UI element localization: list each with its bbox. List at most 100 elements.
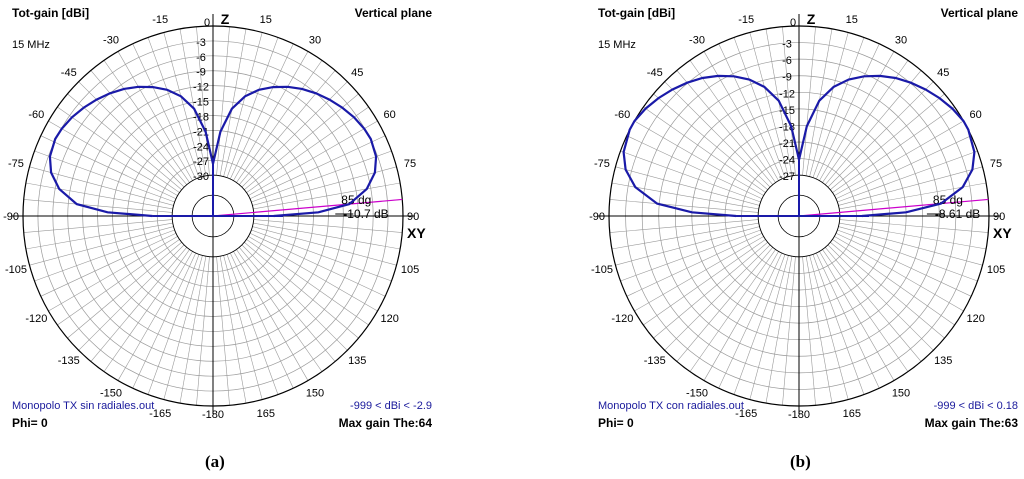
radial-tick-label: -24 — [779, 155, 795, 167]
grid-spoke — [815, 252, 880, 389]
grid-spoke — [830, 242, 945, 339]
grid-spoke — [689, 249, 776, 372]
angle-tick-label: 75 — [990, 158, 1002, 170]
angle-tick-label: -150 — [100, 388, 122, 400]
angle-tick-label: 135 — [348, 355, 366, 367]
pattern-lobe-right — [797, 74, 976, 218]
radial-tick-label: -9 — [782, 72, 792, 84]
frequency-label: 15 MHz — [598, 39, 636, 51]
grid-spoke — [802, 256, 816, 406]
radial-tick-label: -12 — [193, 82, 209, 94]
grid-spoke — [822, 249, 909, 372]
angle-tick-label: -105 — [5, 264, 27, 276]
grid-spoke — [830, 93, 945, 190]
grid-spoke — [609, 219, 759, 233]
phi-label: Phi= 0 — [12, 416, 48, 430]
radial-tick-label: -15 — [193, 97, 209, 109]
cursor-line — [212, 198, 403, 217]
grid-spoke — [620, 229, 761, 282]
radial-tick-label: -27 — [193, 156, 209, 168]
grid-spoke — [812, 37, 865, 178]
angle-tick-label: 0 — [204, 17, 210, 29]
angle-tick-label: 120 — [966, 313, 984, 325]
axis-z-label: Z — [807, 11, 816, 27]
angle-tick-label: 30 — [895, 34, 907, 46]
polar-panel-a: -180 -165 -150 -135 -120 -105 -90 -75 -60 -45 -30-… — [3, 0, 438, 440]
angle-tick-label: 165 — [257, 408, 275, 420]
caption-a: (a) — [205, 452, 225, 471]
pattern-lobe-left — [622, 74, 801, 218]
grid-spoke — [822, 60, 909, 183]
polar-chart-a: -180-165-150-135-120-105-90-75-60-45-30-… — [3, 11, 426, 421]
grid-spoke — [664, 244, 771, 351]
angle-tick-label: -180 — [202, 409, 224, 421]
angle-tick-label: -75 — [594, 158, 610, 170]
grid-spoke — [609, 199, 759, 213]
header-plane-label: Vertical plane — [940, 6, 1018, 20]
angle-tick-label: -15 — [152, 14, 168, 26]
angle-tick-label: -135 — [58, 355, 80, 367]
grid-spoke — [837, 150, 978, 203]
angle-tick-label: -150 — [686, 388, 708, 400]
pattern-lobe-right — [211, 85, 378, 218]
grid-spoke — [839, 222, 987, 250]
angle-tick-label: 105 — [401, 264, 419, 276]
angle-tick-label: 45 — [351, 67, 363, 79]
angle-tick-label: 15 — [260, 14, 272, 26]
grid-spoke — [749, 255, 789, 400]
grid-spoke — [733, 37, 786, 178]
radial-tick-label: -6 — [782, 55, 792, 67]
radial-tick-label: -30 — [193, 171, 209, 183]
max-gain-label: Max gain The:63 — [924, 416, 1018, 430]
radial-tick-label: -3 — [196, 37, 206, 49]
grid-spoke — [676, 70, 773, 185]
grid-spoke — [782, 26, 796, 176]
axis-xy-label: XY — [407, 225, 426, 241]
angle-tick-label: -165 — [735, 408, 757, 420]
angle-tick-label: -30 — [689, 34, 705, 46]
grid-spoke — [825, 247, 922, 362]
radial-tick-label: -27 — [779, 171, 795, 183]
grid-spoke — [626, 232, 763, 297]
grid-spoke — [835, 135, 972, 200]
grid-spoke — [819, 251, 895, 381]
pattern-lobe-left — [48, 85, 215, 218]
angle-tick-label: -45 — [61, 67, 77, 79]
angle-tick-label: 165 — [843, 408, 861, 420]
grid-spoke — [615, 166, 760, 206]
gain-range-label: -999 < dBi < 0.18 — [933, 400, 1018, 412]
polar-chart-b: -180-165-150-135-120-105-90-75-60-45-30-… — [589, 11, 1012, 421]
grid-spoke — [819, 51, 895, 181]
grid-spoke — [611, 222, 759, 250]
radial-tick-label: -6 — [196, 52, 206, 64]
angle-tick-label: 150 — [306, 388, 324, 400]
grid-spoke — [834, 236, 964, 312]
grid-spoke — [809, 255, 849, 400]
angle-tick-label: -15 — [738, 14, 754, 26]
axis-xy-label: XY — [993, 225, 1012, 241]
grid-spoke — [809, 32, 849, 177]
grid-spoke — [834, 120, 964, 196]
radial-tick-label: -9 — [196, 67, 206, 79]
max-gain-label: Max gain The:64 — [338, 416, 432, 430]
angle-tick-label: -60 — [614, 109, 630, 121]
cursor-value-label: -8.61 dB — [935, 207, 980, 221]
angle-tick-label: -180 — [788, 409, 810, 421]
angle-tick-label: 60 — [970, 109, 982, 121]
grid-spoke — [832, 106, 955, 193]
grid-spoke — [805, 256, 833, 404]
grid-spoke — [802, 26, 816, 176]
grid-spoke — [827, 81, 934, 188]
grid-spoke — [749, 32, 789, 177]
angle-tick-label: -45 — [647, 67, 663, 79]
grid-spoke — [839, 219, 989, 233]
grid-spoke — [664, 81, 771, 188]
angle-tick-label: -90 — [589, 211, 605, 223]
angle-tick-label: -105 — [591, 264, 613, 276]
frequency-label: 15 MHz — [12, 39, 50, 51]
angle-tick-label: 30 — [309, 34, 321, 46]
angle-tick-label: -30 — [103, 34, 119, 46]
angle-tick-label: 150 — [892, 388, 910, 400]
grid-spoke — [827, 244, 934, 351]
grid-spoke — [765, 256, 793, 404]
